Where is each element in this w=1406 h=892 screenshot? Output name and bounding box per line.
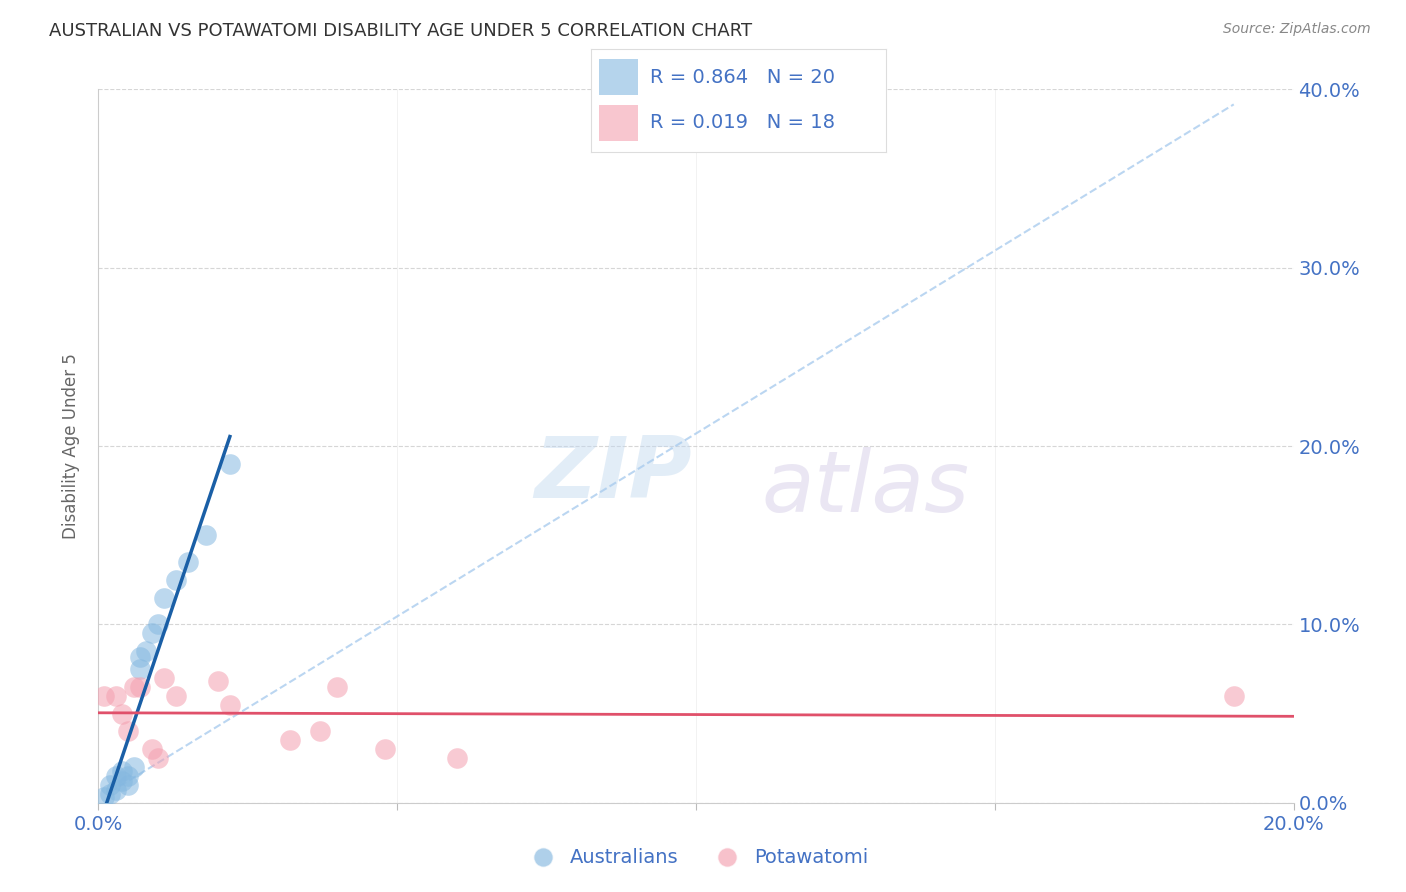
Point (374, 742, 396, 756)
Point (105, 689, 128, 703)
Point (100, 787, 122, 801)
Point (141, 742, 163, 756)
Text: R = 0.864   N = 20: R = 0.864 N = 20 (650, 68, 835, 87)
Point (308, 724, 330, 739)
Point (111, 706, 134, 721)
Point (148, 751, 170, 765)
Point (105, 783, 128, 797)
Point (105, 769, 128, 783)
Text: ZIP: ZIP (534, 433, 692, 516)
Point (153, 591, 176, 605)
Text: R = 0.019   N = 18: R = 0.019 N = 18 (650, 113, 835, 132)
Point (129, 649, 152, 664)
Text: atlas: atlas (762, 447, 970, 531)
Point (141, 626, 163, 640)
Y-axis label: Disability Age Under 5: Disability Age Under 5 (62, 353, 80, 539)
Point (124, 760, 146, 774)
Point (165, 573, 187, 587)
Bar (599, 59, 638, 95)
Point (148, 617, 170, 632)
Text: AUSTRALIAN VS POTAWATOMI DISABILITY AGE UNDER 5 CORRELATION CHART: AUSTRALIAN VS POTAWATOMI DISABILITY AGE … (49, 22, 752, 40)
Point (111, 774, 134, 789)
Point (195, 528, 218, 542)
Point (117, 724, 139, 739)
Point (135, 644, 157, 658)
Point (219, 698, 242, 712)
Point (177, 555, 200, 569)
Point (124, 680, 146, 694)
Point (93, 689, 115, 703)
Point (165, 689, 187, 703)
Point (117, 769, 139, 783)
Point (1223, 689, 1246, 703)
Text: Source: ZipAtlas.com: Source: ZipAtlas.com (1223, 22, 1371, 37)
Point (117, 778, 139, 792)
Point (129, 662, 152, 676)
Point (446, 751, 468, 765)
Point (100, 778, 122, 792)
Bar (599, 105, 638, 141)
Legend: Australians, Potawatomi: Australians, Potawatomi (516, 840, 876, 875)
Point (278, 733, 301, 747)
Point (111, 764, 134, 778)
Point (153, 671, 176, 685)
Point (207, 674, 229, 689)
Point (219, 457, 242, 471)
Point (326, 680, 349, 694)
Point (93, 790, 115, 805)
Point (129, 680, 152, 694)
